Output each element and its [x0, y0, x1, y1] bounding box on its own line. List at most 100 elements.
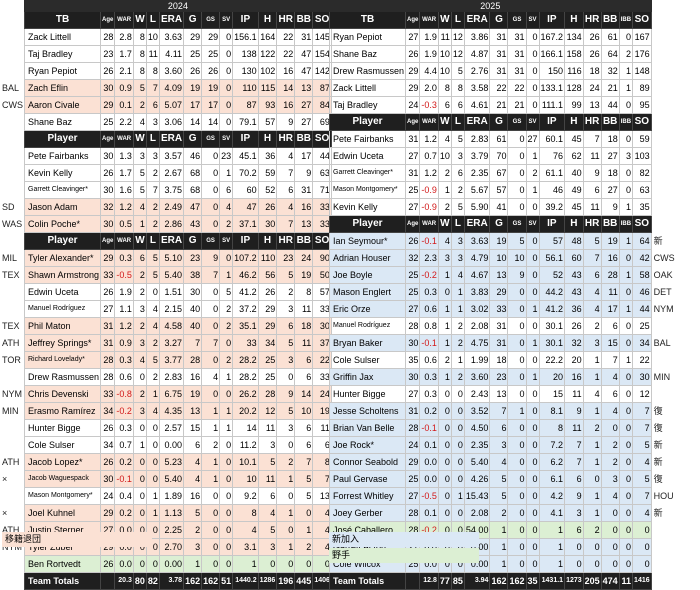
stat-cell: 6	[276, 181, 296, 199]
stat-cell: 2	[582, 521, 602, 539]
stat-cell: 6.75	[158, 385, 185, 403]
stat-cell: 1.3	[114, 147, 134, 165]
column-header: SV	[525, 113, 540, 131]
player-name: Garrett Cleavinger*	[23, 181, 102, 199]
stat-cell: 3.52	[463, 402, 491, 420]
column-header: H	[564, 215, 584, 233]
stat-cell: 1	[618, 266, 634, 284]
stat-cell: 31	[294, 181, 314, 199]
stat-cell: 5	[450, 198, 465, 216]
stat-cell: 0	[507, 147, 527, 165]
stat-cell: 4.2	[538, 487, 566, 505]
stat-cell: 44	[632, 300, 652, 318]
stat-cell: 0	[507, 453, 527, 471]
stat-cell: 0	[525, 266, 540, 284]
stat-cell: 2.86	[158, 215, 185, 233]
column-header: WAR	[114, 232, 134, 250]
stat-cell: 8	[132, 62, 147, 80]
stat-cell: 115	[257, 79, 278, 97]
stat-cell: 1	[525, 334, 540, 352]
stat-cell: 3.75	[158, 181, 185, 199]
stat-cell: 27	[405, 300, 421, 318]
stat-cell: 4	[600, 487, 620, 505]
stat-cell: 4	[145, 300, 160, 318]
swing-header: Player Age WAR W L ERA G GS SV IP H HR BB IBB SO	[328, 113, 677, 131]
column-header: G	[183, 11, 203, 29]
stat-cell: 0	[219, 28, 234, 46]
stat-cell: 6	[450, 164, 465, 182]
player-name: Jacob Waguespack	[23, 470, 102, 488]
stat-cell: 0	[618, 470, 634, 488]
stat-cell: 2	[132, 385, 147, 403]
stat-cell: 0	[507, 419, 527, 437]
stat-cell: 14	[183, 113, 203, 131]
total-cell: 162	[489, 572, 509, 590]
column-header: W	[437, 11, 452, 29]
stat-cell: 42	[632, 249, 652, 267]
stat-cell: 6	[294, 351, 314, 369]
stat-cell: 7	[145, 181, 160, 199]
stat-cell: -0.1	[419, 334, 439, 352]
stat-cell: 36	[257, 147, 278, 165]
column-header: G	[489, 215, 509, 233]
player-row: Eric Orze 27 0.6 1 1 3.02 33 0 1 41.2 36 4 17 1 44 NYM	[328, 300, 677, 318]
total-cell: 80	[132, 572, 147, 590]
stat-cell: 0	[219, 249, 234, 267]
column-header: GS	[201, 232, 221, 250]
year-label: 2024	[24, 0, 332, 12]
player-name: Edwin Uceta	[23, 283, 102, 301]
stat-cell: 0	[507, 521, 527, 539]
stat-cell: 0	[507, 317, 527, 335]
player-row: Cole Sulser 35 0.6 2 1 1.99 18 0 0 22.2 20 1 7 1 22	[328, 351, 677, 369]
stat-cell: 0	[219, 79, 234, 97]
stat-cell: 0	[145, 470, 160, 488]
stat-cell: 6.1	[538, 470, 566, 488]
stat-cell: 1	[145, 385, 160, 403]
stat-cell: 2	[525, 164, 540, 182]
player-row: Ryan Pepiot 27 1.9 11 12 3.86 31 31 0 167.2 134 26 6…	[328, 28, 677, 46]
stat-cell: 0	[219, 45, 234, 63]
player-row: Drew Rasmussen 29 4.4 10 5 2.76 31 31 0 150 116 18 3…	[328, 62, 677, 80]
stat-cell: 15	[538, 385, 566, 403]
column-header: W	[132, 11, 147, 29]
player-row: TEX Phil Maton 31 1.2 2 4 4.58 40 0 2 35.1 29 6 18 30	[0, 317, 332, 335]
stat-cell: 3	[276, 351, 296, 369]
stat-cell: 5	[450, 130, 465, 148]
stat-cell: 5	[450, 62, 465, 80]
team-tag: TOR	[2, 355, 21, 365]
team-tag: ×	[2, 508, 8, 518]
stat-cell: 122	[257, 45, 278, 63]
team-tag: CWS	[653, 253, 675, 263]
column-header: G	[489, 11, 509, 29]
stat-cell: 4	[132, 198, 147, 216]
stat-cell: 0	[132, 487, 147, 505]
stat-cell: 0	[600, 419, 620, 437]
stat-cell: 0	[618, 249, 634, 267]
player-name: Eric Orze	[328, 300, 407, 318]
stat-cell: 1.9	[114, 283, 134, 301]
team-totals-label: Team Totals	[328, 572, 407, 590]
stat-cell: 2.08	[463, 317, 491, 335]
stat-cell: 0	[618, 436, 634, 454]
stat-cell: 128	[564, 79, 584, 97]
stat-cell: 26	[257, 198, 278, 216]
stat-cell: 2.0	[419, 79, 439, 97]
stat-cell: 150	[538, 62, 566, 80]
stat-cell: 4.09	[158, 79, 185, 97]
column-header: TB	[328, 11, 407, 29]
stat-cell: 0	[201, 487, 221, 505]
stat-cell: 34	[100, 436, 116, 454]
stat-cell: 0.3	[114, 249, 134, 267]
stat-cell: 4.67	[463, 266, 491, 284]
stat-cell: 2	[219, 317, 234, 335]
stat-cell: 6	[437, 96, 452, 114]
team-totals-row: Team Totals 12.8 77 85 3.94 162 162 35 1431.1 127…	[328, 572, 677, 590]
stat-cell: 49	[564, 181, 584, 199]
stat-cell: 1	[132, 215, 147, 233]
stat-cell: 4	[276, 198, 296, 216]
player-name: Cole Sulser	[23, 436, 102, 454]
player-row: Ian Seymour* 26 -0.1 4 3 3.63 19 5 0 57 48 5 19 1 64 新	[328, 232, 677, 250]
stat-cell: 3	[450, 147, 465, 165]
column-header: SV	[219, 11, 234, 29]
stat-cell: 16	[183, 368, 203, 386]
